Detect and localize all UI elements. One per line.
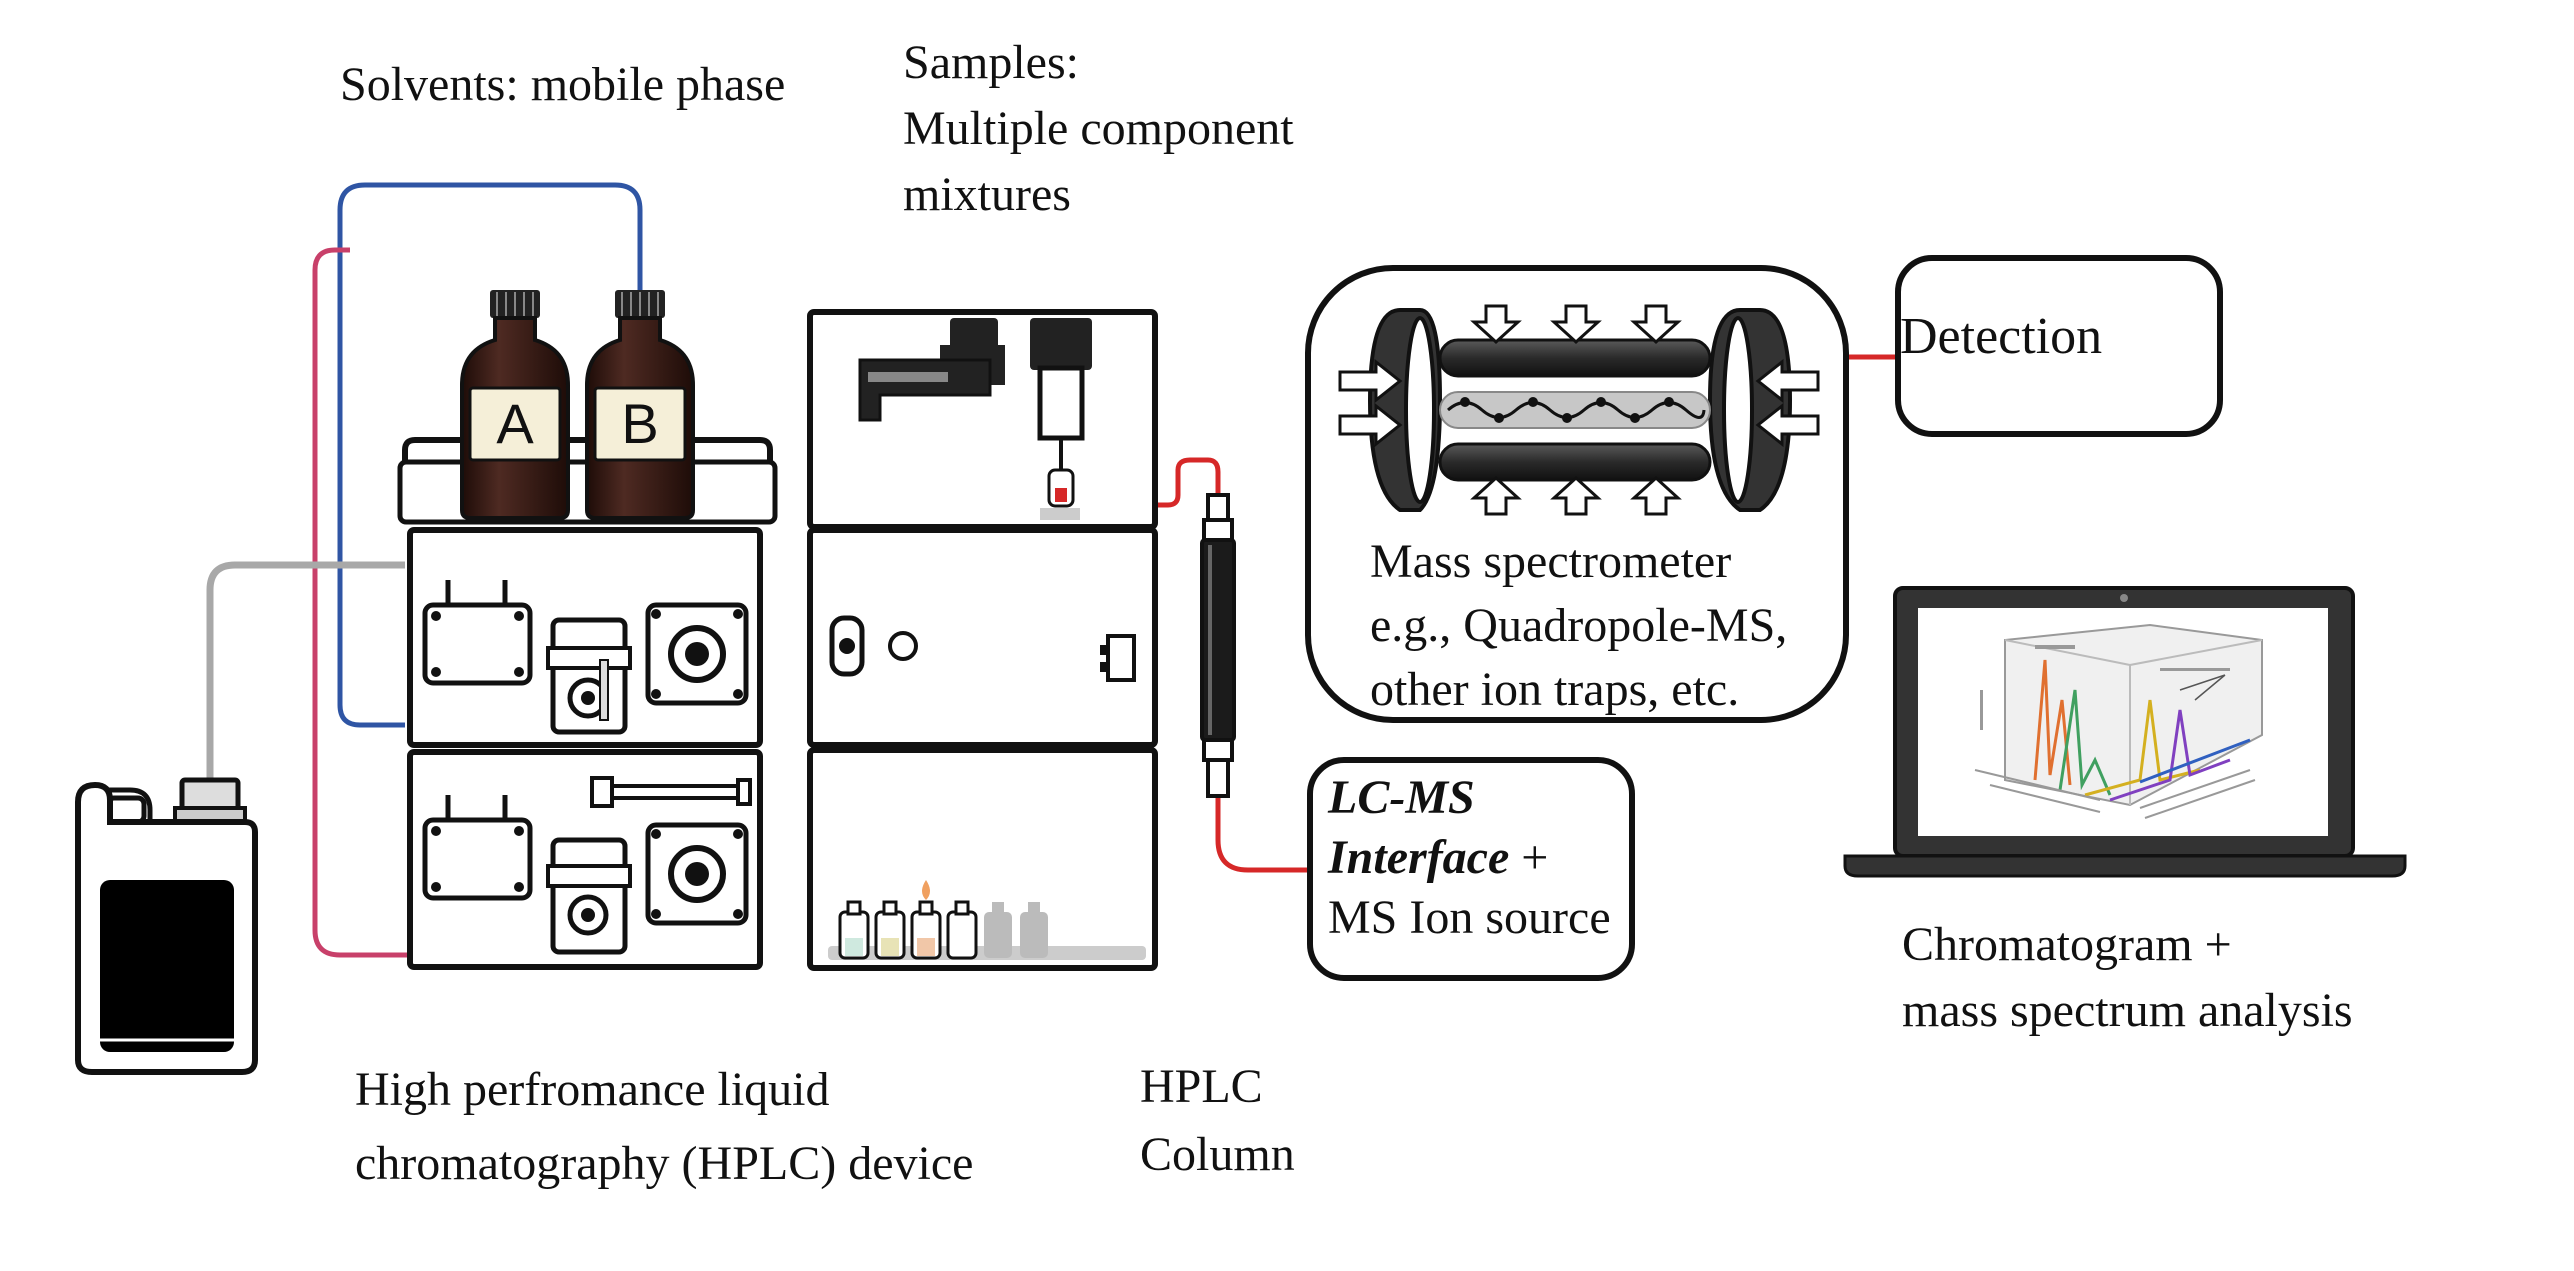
interface-line-1: LC-MS — [1328, 771, 1475, 824]
ms-line-3: other ion traps, etc. — [1370, 663, 1740, 716]
interface-line-3: MS Ion source — [1328, 891, 1611, 944]
solvents-label: Solvents: mobile phase — [340, 58, 786, 111]
hplc-column-line-1: HPLC — [1140, 1060, 1263, 1113]
hplc-device-label: High perfromance liquid chromatography (… — [355, 1053, 973, 1201]
quadrupole-icon — [1338, 304, 1820, 516]
bottle-label-b: B — [621, 392, 658, 455]
solvent-bottle-icon: A B — [460, 290, 695, 520]
interface-line-2-bold: Interface — [1328, 831, 1510, 884]
hplc-column-line-2: Column — [1140, 1128, 1295, 1181]
chromatogram-line-1: Chromatogram + — [1902, 918, 2232, 971]
detection-label: Detection — [1900, 308, 2103, 365]
interface-box — [1307, 757, 1635, 981]
samples-line-1: Samples: — [903, 36, 1079, 89]
hplc-device-line-1: High perfromance liquid — [355, 1063, 830, 1116]
pink-solvent-tube — [312, 247, 410, 958]
hplc-device-line-2: chromatography (HPLC) device — [355, 1137, 974, 1190]
ms-line-2: e.g., Quadropole-MS, — [1370, 599, 1788, 652]
chromatogram-label: Chromatogram + mass spectrum analysis — [1902, 912, 2353, 1044]
detection-box — [1895, 255, 2223, 437]
interface-label: LC-MS Interface + MS Ion source — [1328, 768, 1611, 948]
samples-line-2: Multiple component — [903, 102, 1294, 155]
samples-label: Samples: Multiple component mixtures — [903, 30, 1294, 228]
ms-line-1: Mass spectrometer — [1370, 535, 1732, 588]
pump-module-icon — [407, 527, 763, 970]
mass-spectrometer-label: Mass spectrometer e.g., Quadropole-MS, o… — [1370, 530, 1787, 722]
chromatogram-thumbnail — [1974, 623, 2263, 819]
waste-canister-icon — [75, 777, 258, 1075]
interface-line-2-plain: + — [1509, 831, 1549, 884]
chromatogram-line-2: mass spectrum analysis — [1902, 984, 2353, 1037]
blue-solvent-tube — [337, 182, 643, 728]
hplc-column-icon — [1200, 493, 1236, 798]
samples-line-3: mixtures — [903, 168, 1071, 221]
laptop-icon — [1843, 586, 2407, 878]
gray-waste-tube — [206, 561, 405, 782]
autosampler-icon — [807, 309, 1158, 971]
hplc-column-label: HPLC Column — [1140, 1053, 1295, 1189]
bottle-label-a: A — [496, 392, 534, 455]
red-sample-tube — [1148, 354, 1896, 873]
